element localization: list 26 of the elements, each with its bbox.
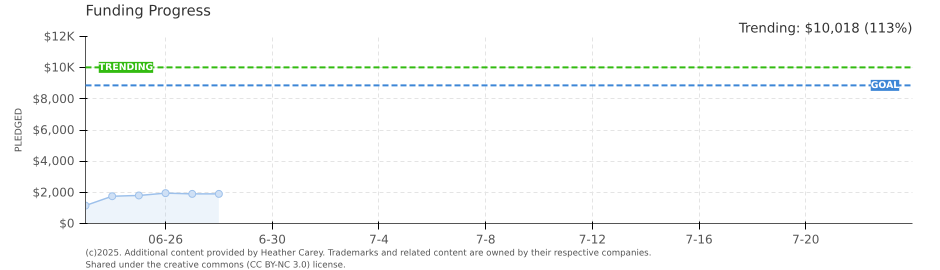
- x-tick-label: 7-8: [476, 232, 496, 246]
- annotation: Trending: $10,018 (113%): [738, 22, 913, 36]
- point: [214, 190, 223, 198]
- chart-title: Funding Progress: [86, 2, 211, 20]
- y-tick-label: $0: [59, 216, 75, 230]
- text: (c)2025. Additional content provided by Heather Carey. Trademarks and related content are owned by their respective companies.: [86, 248, 652, 258]
- x-tick-label: 6-30: [258, 232, 286, 246]
- text: Shared under the creative commons (CC BY-NC 3.0) license.: [86, 260, 346, 270]
- y-tick-label: $2,000: [32, 185, 75, 200]
- x-tick-label: 7-20: [792, 232, 820, 246]
- y-tick-label: $10K: [44, 60, 76, 75]
- point: [162, 189, 170, 198]
- y-axis-title: PLEDGED: [14, 108, 25, 152]
- x-tick-label: 7-16: [685, 232, 713, 246]
- y-tick-label: $6,000: [32, 123, 75, 137]
- ref-line-label: TRENDING: [98, 62, 154, 73]
- y-tick-label: $4,000: [32, 154, 75, 168]
- ref-line-label: GOAL: [870, 80, 900, 91]
- x-tick-label: 7-12: [578, 232, 606, 246]
- point: [108, 192, 116, 200]
- y-tick-label: $12K: [44, 30, 76, 44]
- point: [134, 191, 143, 200]
- point: [188, 190, 196, 198]
- x-tick-label: 7-4: [369, 232, 389, 246]
- x-tick-label: 06-26: [148, 232, 183, 246]
- y-tick-label: $8,000: [32, 92, 75, 106]
